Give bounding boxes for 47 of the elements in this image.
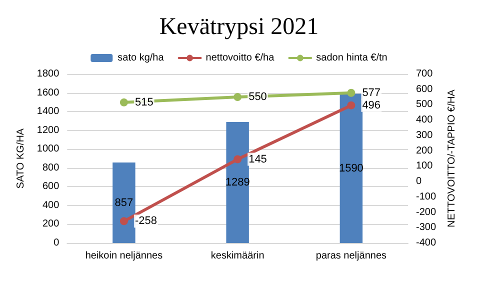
y2-tick-label: -300: [416, 222, 436, 234]
y2-tick-label: 600: [416, 84, 434, 95]
point: [347, 101, 356, 110]
y-tick-label: 800: [42, 162, 60, 174]
legend-label: nettovoitto €/ha: [206, 52, 275, 64]
y-tick-label: 400: [42, 200, 60, 211]
y2-tick-label: 700: [416, 68, 434, 80]
y2-tick-label: 300: [416, 130, 434, 141]
y-tick-label: 1400: [36, 106, 60, 118]
data-label: 577: [362, 86, 381, 99]
y2-tick-label: 0: [416, 176, 422, 188]
data-label: 857: [114, 196, 134, 209]
y2-tick-label: 400: [416, 114, 434, 126]
bar: [340, 94, 363, 243]
y-tick-label: 0: [54, 238, 60, 248]
y-tick-label: 1600: [36, 87, 60, 98]
data-label: 145: [248, 153, 267, 166]
y-tick-label: 1800: [36, 68, 60, 80]
legend-label: sato kg/ha: [118, 52, 164, 64]
bar: [226, 122, 249, 243]
y2-tick-label: 500: [416, 99, 434, 110]
y2-tick-label: 200: [416, 145, 434, 156]
chart-title: Kevätrypsi 2021: [159, 14, 319, 40]
y-tick-label: 600: [42, 181, 60, 192]
y2-tick-label: -100: [416, 191, 436, 202]
y-tick-label: 1000: [36, 144, 60, 155]
point: [120, 98, 128, 106]
legend-label: sadon hinta €/tn: [316, 52, 388, 64]
y2-tick-label: 100: [416, 160, 434, 172]
point: [234, 93, 242, 102]
y-tick-label: 200: [42, 218, 60, 230]
x-tick-label: keskimäärin: [210, 250, 264, 262]
data-label: -258: [134, 215, 157, 228]
y2-axis-title: NETTOVOITTO/-TAPPIO €/HA: [446, 89, 458, 228]
point: [347, 88, 356, 97]
bar: [112, 162, 136, 243]
y-axis-title: SATO KG/HA: [16, 128, 26, 189]
data-label: 550: [248, 91, 267, 104]
point: [234, 155, 242, 164]
y2-tick-label: -200: [416, 206, 436, 218]
y2-tick-label: -400: [416, 238, 436, 248]
x-tick-label: heikoin neljännes: [85, 250, 163, 262]
data-label: 496: [362, 99, 381, 112]
x-tick-label: paras neljännes: [316, 250, 386, 262]
y-tick-label: 1200: [36, 124, 60, 136]
data-label: 515: [134, 96, 154, 108]
point: [120, 217, 128, 226]
